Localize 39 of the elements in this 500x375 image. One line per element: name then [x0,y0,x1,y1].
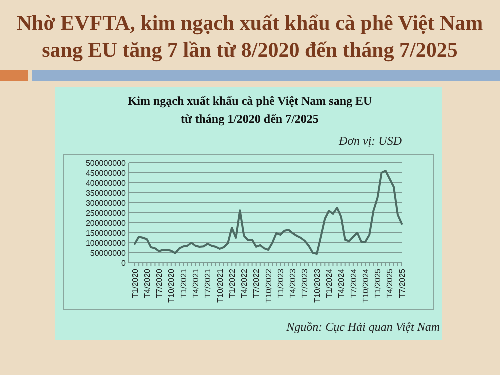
chart-subtitle: Kim ngạch xuất khẩu cà phê Việt Nam sang EU từ tháng 1/2020 đến 7/2025 [128,94,373,126]
x-tick-label: T4/2021 [191,268,200,298]
x-tick-label: T10/2022 [264,268,274,303]
x-tick-label: T4/2020 [142,268,152,298]
y-tick-label: 300000000 [86,198,127,208]
text: Đơn vị: USD [338,134,402,148]
x-tick-label: T1/2022 [228,268,237,298]
x-tick-label: T4/2022 [240,268,250,298]
x-tick-label: T10/2023 [312,268,322,303]
x-tick-label: T1/2024 [324,268,334,298]
x-tick-label: T7/2025 [398,268,407,298]
y-tick-label: 200000000 [86,218,127,228]
x-tick-label: T10/2021 [216,268,225,303]
y-tick-label: 500000000 [86,158,127,168]
x-tick-label: T7/2022 [252,268,262,298]
line-series [134,170,403,255]
x-tick-label: T7/2020 [155,268,164,298]
x-tick-label: T1/2021 [179,268,188,298]
y-tick-label: 150000000 [86,228,127,238]
y-tick-label: 0 [122,258,127,268]
x-tick-label: T4/2023 [288,268,298,298]
x-tick-label: T1/2020 [130,268,140,298]
x-tick-label: T7/2023 [300,268,310,298]
x-tick-label: T10/2024 [361,268,370,303]
x-tick-label: T7/2024 [349,268,358,298]
y-tick-label: 400000000 [86,178,127,188]
y-tick-label: 350000000 [86,188,127,198]
x-tick-label: T7/2021 [204,268,213,298]
x-tick-label: T4/2025 [386,268,395,298]
chart-title: Nhờ EVFTA, kim ngạch xuất khẩu cà phê Việt Nam sang EU tăng 7 lần từ 8/2020 đến tháng 7/2025 [16,11,484,62]
x-tick-label: T10/2020 [167,268,176,303]
x-tick-label: T4/2024 [337,268,346,298]
y-tick-label: 450000000 [86,168,127,178]
y-tick-label: 100000000 [86,238,127,248]
text: Nguồn: Cục Hải quan Việt Nam [286,320,440,334]
y-tick-label: 250000000 [86,208,127,218]
x-tick-label: T1/2025 [374,268,383,298]
y-tick-label: 50000000 [90,248,127,258]
x-tick-label: T1/2023 [276,268,286,298]
